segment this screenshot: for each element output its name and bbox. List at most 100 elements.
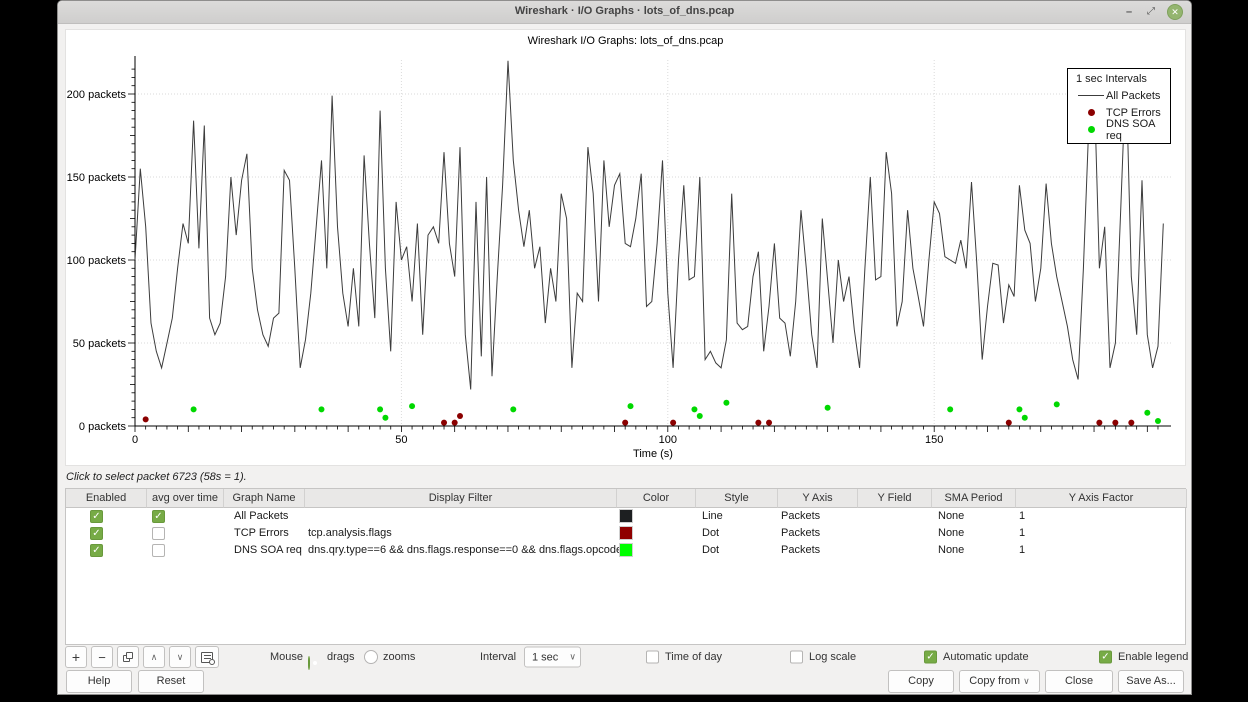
list-gear-icon bbox=[201, 651, 215, 665]
move-up-button[interactable]: ∧ bbox=[143, 646, 165, 668]
io-graph-plot[interactable]: 0 packets 50 packets 100 packets 150 packet… bbox=[66, 30, 1185, 465]
legend-item-label: DNS SOA req bbox=[1106, 117, 1155, 142]
svg-text:150 packets: 150 packets bbox=[67, 172, 127, 184]
svg-text:Time (s): Time (s) bbox=[633, 448, 673, 460]
column-header[interactable]: Style bbox=[696, 489, 778, 508]
cell-y-field bbox=[858, 542, 935, 559]
legend-item-label: All Packets bbox=[1106, 89, 1161, 102]
column-header[interactable]: Y Field bbox=[858, 489, 932, 508]
enabled-checkbox[interactable]: ✓ bbox=[90, 526, 103, 540]
interval-value: 1 sec bbox=[532, 651, 559, 663]
duplicate-graph-button[interactable] bbox=[117, 646, 139, 668]
avg-over-time-checkbox[interactable] bbox=[152, 543, 165, 557]
graph-row[interactable]: ✓ ✓ All Packets Line Packets None 1 bbox=[66, 508, 1185, 525]
legend-item: DNS SOA req bbox=[1076, 118, 1164, 142]
cell-sma-period: None bbox=[938, 510, 965, 522]
cell-style: Line bbox=[702, 510, 723, 522]
reset-button[interactable]: Reset bbox=[138, 670, 204, 693]
log-scale-label[interactable]: Log scale bbox=[809, 651, 857, 663]
mouse-drags-radio[interactable] bbox=[308, 656, 310, 670]
cell-display-filter: dns.qry.type==6 && dns.flags.response==0… bbox=[308, 544, 620, 556]
cell-display-filter: tcp.analysis.flags bbox=[308, 527, 392, 539]
svg-text:200 packets: 200 packets bbox=[67, 89, 127, 101]
chart-legend: 1 sec Intervals All Packets TCP Errors DNS… bbox=[1067, 68, 1171, 144]
log-scale-checkbox[interactable] bbox=[790, 650, 803, 664]
column-header[interactable]: Color bbox=[617, 489, 696, 508]
column-header[interactable]: Y Axis Factor bbox=[1016, 489, 1187, 508]
cell-sma-period: None bbox=[938, 527, 965, 539]
mouse-zooms-radio[interactable] bbox=[364, 650, 378, 664]
dropdown-chevron-icon: ∨ bbox=[569, 651, 576, 662]
cell-y-axis-factor: 1 bbox=[1019, 527, 1026, 539]
svg-text:0: 0 bbox=[132, 434, 138, 446]
mouse-zooms-label[interactable]: zooms bbox=[383, 651, 416, 663]
column-header[interactable]: Graph Name bbox=[224, 489, 305, 508]
svg-text:50: 50 bbox=[395, 434, 407, 446]
graph-row[interactable]: ✓ DNS SOA req dns.qry.type==6 && dns.flags… bbox=[66, 542, 1185, 559]
move-down-button[interactable]: ∨ bbox=[169, 646, 191, 668]
titlebar[interactable]: Wireshark · I/O Graphs · lots_of_dns.pca… bbox=[58, 1, 1191, 24]
column-header[interactable]: Y Axis bbox=[778, 489, 858, 508]
cell-graph-name: TCP Errors bbox=[234, 527, 289, 539]
column-header[interactable]: Enabled bbox=[66, 489, 147, 508]
enabled-checkbox[interactable]: ✓ bbox=[90, 543, 103, 557]
interval-label: Interval bbox=[480, 651, 517, 663]
legend-title: 1 sec Intervals bbox=[1076, 73, 1147, 85]
automatic-update-label[interactable]: Automatic update bbox=[943, 651, 1029, 663]
remove-graph-button[interactable]: − bbox=[91, 646, 113, 668]
cell-y-axis: Packets bbox=[781, 510, 821, 522]
legend-item: TCP Errors bbox=[1076, 104, 1164, 121]
cell-display-filter bbox=[305, 508, 620, 525]
graph-toolbar: + − ∧ ∨ Mouse drags zooms Interval 1 sec… bbox=[58, 645, 1191, 670]
column-header[interactable]: Display Filter bbox=[305, 489, 617, 508]
save-as-button[interactable]: Save As... bbox=[1118, 670, 1184, 693]
column-header[interactable]: SMA Period bbox=[932, 489, 1016, 508]
cell-y-axis-factor: 1 bbox=[1019, 544, 1026, 556]
close-button[interactable]: Close bbox=[1045, 670, 1113, 693]
help-button[interactable]: Help bbox=[66, 670, 132, 693]
cell-style: Dot bbox=[702, 527, 720, 539]
plus-icon: + bbox=[71, 649, 81, 665]
mouse-drags-label[interactable]: drags bbox=[327, 651, 355, 663]
minimize-icon[interactable]: – bbox=[1125, 6, 1133, 18]
cell-y-axis: Packets bbox=[781, 544, 821, 556]
time-of-day-label[interactable]: Time of day bbox=[665, 651, 723, 663]
color-swatch[interactable] bbox=[619, 543, 633, 557]
restore-icon[interactable]: ⤢ bbox=[1147, 6, 1155, 17]
avg-over-time-checkbox[interactable]: ✓ bbox=[152, 509, 165, 523]
avg-over-time-checkbox[interactable] bbox=[152, 526, 165, 540]
copy-button[interactable]: Copy bbox=[888, 670, 954, 693]
cell-graph-name: DNS SOA req bbox=[234, 544, 302, 556]
chart-title: Wireshark I/O Graphs: lots_of_dns.pcap bbox=[527, 35, 724, 47]
svg-text:0 packets: 0 packets bbox=[79, 421, 127, 433]
copy-from-label: Copy from bbox=[969, 675, 1021, 687]
color-swatch[interactable] bbox=[619, 509, 633, 523]
legend-item-label: TCP Errors bbox=[1106, 106, 1161, 119]
legend-dot-icon bbox=[1076, 126, 1106, 133]
clear-graphs-button[interactable] bbox=[195, 646, 219, 668]
cell-y-axis: Packets bbox=[781, 527, 821, 539]
cell-style: Dot bbox=[702, 544, 720, 556]
chart-panel[interactable]: Wireshark I/O Graphs: lots_of_dns.pcap 0… bbox=[65, 29, 1186, 466]
enable-legend-checkbox[interactable]: ✓ bbox=[1099, 650, 1112, 664]
svg-text:100: 100 bbox=[659, 434, 677, 446]
graph-row[interactable]: ✓ TCP Errors tcp.analysis.flags Dot Packets N… bbox=[66, 525, 1185, 542]
io-graphs-window: Wireshark · I/O Graphs · lots_of_dns.pca… bbox=[57, 0, 1192, 695]
legend-item: All Packets bbox=[1076, 87, 1164, 104]
cell-y-field bbox=[858, 525, 935, 542]
copy-from-button[interactable]: Copy from ∨ bbox=[959, 670, 1040, 693]
enabled-checkbox[interactable]: ✓ bbox=[90, 509, 103, 523]
svg-text:150: 150 bbox=[925, 434, 943, 446]
column-header[interactable]: avg over time bbox=[147, 489, 224, 508]
graphs-table[interactable]: Enabled avg over time Graph Name Display Fi… bbox=[65, 488, 1187, 645]
cell-graph-name: All Packets bbox=[234, 510, 289, 522]
color-swatch[interactable] bbox=[619, 526, 633, 540]
chevron-down-icon: ∨ bbox=[176, 651, 184, 662]
add-graph-button[interactable]: + bbox=[65, 646, 87, 668]
enable-legend-label[interactable]: Enable legend bbox=[1118, 651, 1189, 663]
time-of-day-checkbox[interactable] bbox=[646, 650, 659, 664]
close-icon[interactable]: ✕ bbox=[1167, 4, 1183, 20]
interval-select[interactable]: 1 sec ∨ bbox=[524, 646, 581, 668]
automatic-update-checkbox[interactable]: ✓ bbox=[924, 650, 937, 664]
cell-y-field bbox=[858, 508, 935, 525]
